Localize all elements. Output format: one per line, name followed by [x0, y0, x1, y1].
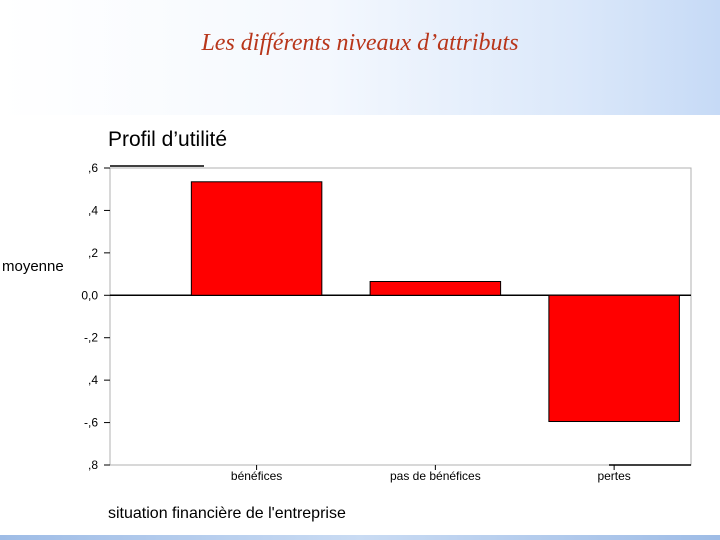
- slide-title: Les différents niveaux d’attributs: [201, 30, 519, 56]
- y-tick-label: ,4: [88, 203, 98, 217]
- x-axis-label: situation financière de l'entreprise: [108, 505, 346, 522]
- y-axis-ticks: ,6 ,4 ,2 0,0 -,2 ,4 -,6 ,8: [81, 161, 110, 472]
- chart-title: Profil d’utilité: [108, 128, 228, 151]
- y-tick-label: 0,0: [81, 288, 98, 302]
- bar-0: [190, 181, 323, 296]
- y-tick-label: -,6: [84, 416, 98, 430]
- plot-frame: [109, 167, 692, 466]
- header-background: [0, 0, 720, 115]
- y-tick-label: ,4: [88, 373, 98, 387]
- x-tick-label: pas de bénéfices: [390, 469, 481, 483]
- y-tick-label: ,6: [88, 161, 98, 175]
- y-tick-label: ,2: [88, 246, 98, 260]
- bar-2: [548, 294, 680, 423]
- x-tick-label: bénéfices: [231, 469, 282, 483]
- x-axis-ticks: bénéfices pas de bénéfices pertes: [231, 465, 631, 483]
- bottom-strip: [0, 535, 720, 540]
- y-axis-label: moyenne: [2, 258, 64, 275]
- bars: [190, 181, 680, 423]
- bar-1: [369, 280, 502, 296]
- y-tick-label: -,2: [84, 331, 98, 345]
- x-tick-label: pertes: [597, 469, 630, 483]
- y-tick-label: ,8: [88, 458, 98, 472]
